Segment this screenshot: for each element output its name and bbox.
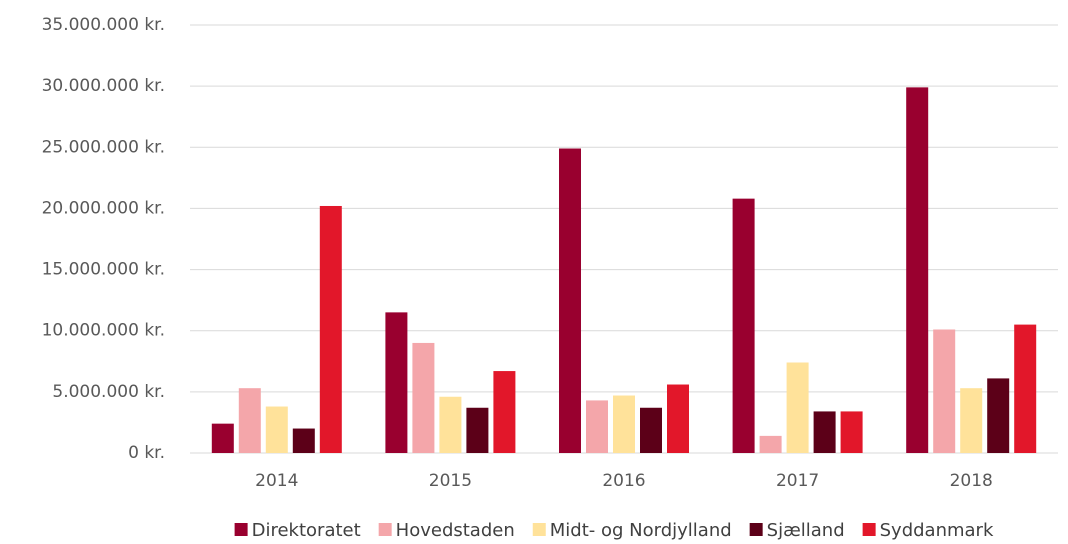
bar xyxy=(265,406,288,453)
legend-label: Sjælland xyxy=(767,520,845,541)
x-tick-label: 2016 xyxy=(602,471,645,491)
bar xyxy=(559,148,581,453)
bar xyxy=(667,384,689,453)
bar xyxy=(412,342,435,453)
x-tick-label: 2015 xyxy=(429,471,472,491)
bar xyxy=(439,396,462,453)
y-tick-label: 0 kr. xyxy=(128,443,165,463)
bar xyxy=(732,198,755,453)
y-tick-label: 10.000.000 kr. xyxy=(42,321,165,341)
bar xyxy=(613,395,635,453)
bar xyxy=(211,423,234,453)
bar xyxy=(466,407,489,453)
bar xyxy=(933,329,956,453)
y-tick-label: 15.000.000 kr. xyxy=(42,260,165,280)
bar xyxy=(493,371,516,453)
legend-label: Midt- og Nordjylland xyxy=(550,520,732,541)
y-tick-label: 20.000.000 kr. xyxy=(42,198,165,218)
x-tick-label: 2017 xyxy=(776,471,819,491)
y-tick-label: 25.000.000 kr. xyxy=(42,137,165,157)
legend-swatch xyxy=(234,523,248,536)
plot-area: 0 kr. 5.000.000 kr. 10.000.000 kr. 15.000.0… xyxy=(42,15,1058,491)
legend-swatch xyxy=(749,523,763,536)
bar xyxy=(586,400,608,453)
bar xyxy=(759,435,782,453)
bar xyxy=(987,378,1010,453)
bar xyxy=(1014,324,1037,453)
legend-swatch xyxy=(532,523,546,536)
legend-label: Hovedstaden xyxy=(396,520,515,541)
y-tick-label: 35.000.000 kr. xyxy=(42,15,165,35)
bar xyxy=(292,428,315,453)
bar xyxy=(906,87,929,453)
bar xyxy=(840,411,863,453)
legend: Direktoratet Hovedstaden Midt- og Nordjyll… xyxy=(234,520,994,541)
bar xyxy=(640,407,662,453)
legend-swatch xyxy=(378,523,392,536)
bar xyxy=(960,388,983,453)
bar xyxy=(319,205,342,453)
legend-label: Syddanmark xyxy=(880,520,994,541)
legend-label: Direktoratet xyxy=(252,520,361,541)
bar xyxy=(385,312,408,453)
y-tick-label: 30.000.000 kr. xyxy=(42,76,165,96)
legend-swatch xyxy=(862,523,876,536)
y-tick-label: 5.000.000 kr. xyxy=(52,382,165,402)
x-tick-label: 2018 xyxy=(950,471,993,491)
bar xyxy=(238,388,261,453)
bar xyxy=(786,362,809,453)
x-tick-label: 2014 xyxy=(255,471,298,491)
bar xyxy=(813,411,836,453)
